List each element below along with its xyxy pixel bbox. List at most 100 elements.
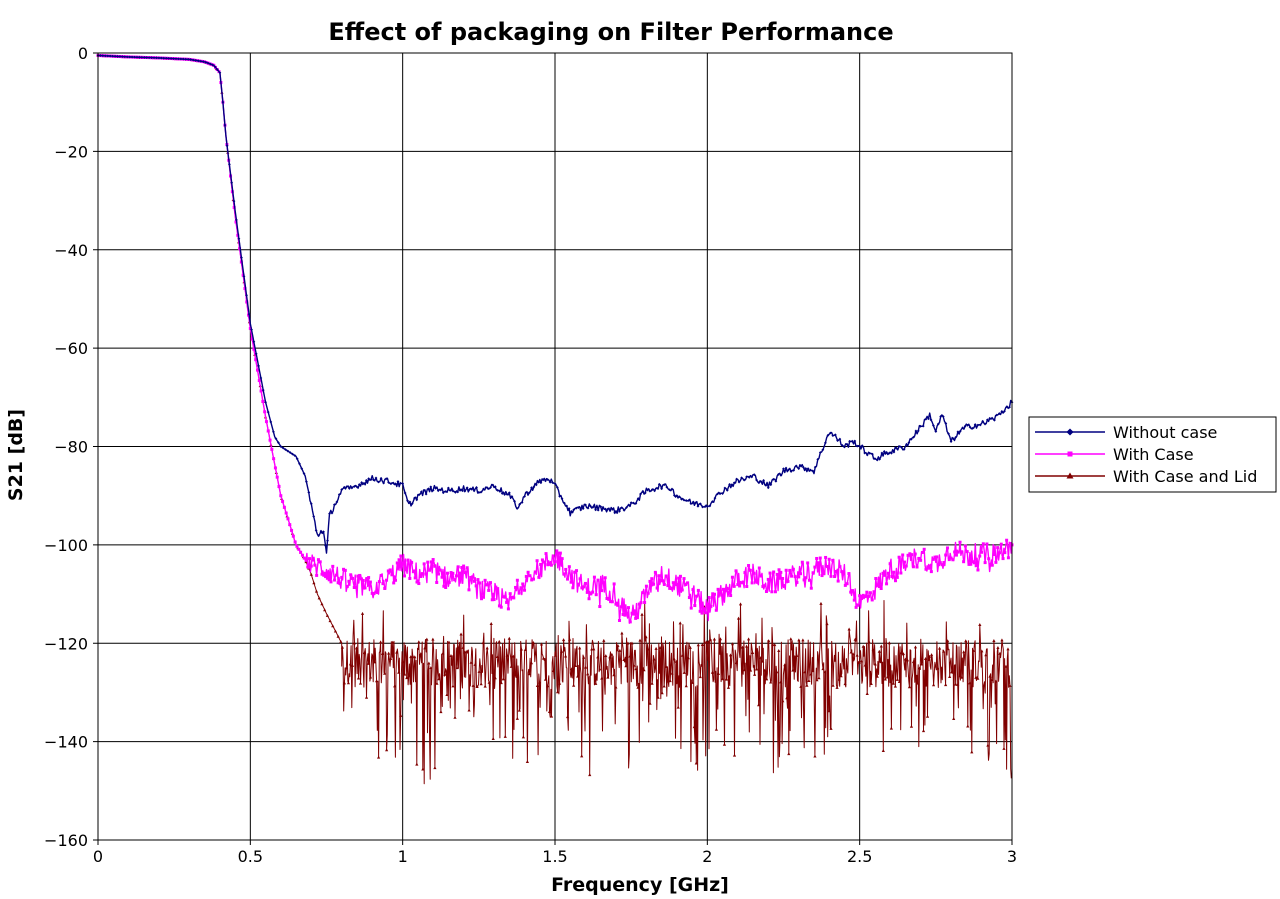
data-point xyxy=(421,767,425,771)
data-point xyxy=(882,450,886,453)
data-point xyxy=(546,478,550,482)
y-tick-label: −60 xyxy=(54,339,88,358)
data-point xyxy=(592,575,596,579)
data-point xyxy=(608,655,612,659)
data-point xyxy=(994,560,998,564)
data-point xyxy=(684,582,688,586)
data-point xyxy=(614,602,618,606)
data-point xyxy=(988,416,992,420)
data-point xyxy=(113,54,117,58)
data-point xyxy=(309,564,313,568)
data-point xyxy=(774,479,778,483)
data-point xyxy=(770,590,774,594)
data-point xyxy=(807,578,811,582)
data-point xyxy=(863,663,867,667)
data-point xyxy=(869,681,873,685)
data-point xyxy=(259,376,263,380)
data-point xyxy=(539,562,543,566)
data-point xyxy=(543,677,548,681)
data-point xyxy=(870,598,874,602)
data-point xyxy=(304,558,308,562)
data-point xyxy=(757,481,761,485)
data-point xyxy=(514,585,518,589)
data-point xyxy=(328,512,331,516)
data-point xyxy=(234,218,238,222)
data-point xyxy=(811,669,815,673)
data-point xyxy=(594,508,598,512)
data-point xyxy=(621,612,625,616)
data-point xyxy=(831,683,835,687)
data-point xyxy=(646,591,650,595)
data-point xyxy=(740,645,745,649)
data-point xyxy=(1008,541,1012,545)
data-point xyxy=(994,679,998,683)
data-point xyxy=(976,568,980,572)
data-point xyxy=(465,566,469,570)
data-point xyxy=(951,437,955,441)
data-point xyxy=(662,684,666,688)
data-point xyxy=(528,574,532,578)
data-point xyxy=(827,557,831,561)
data-point xyxy=(497,639,501,643)
data-point xyxy=(966,423,969,427)
x-tick-label: 3 xyxy=(1007,847,1017,866)
data-point xyxy=(106,54,110,58)
data-point xyxy=(634,616,638,620)
data-point xyxy=(999,542,1003,546)
data-point xyxy=(422,562,426,566)
data-point xyxy=(527,491,531,495)
data-point xyxy=(125,55,129,59)
data-point xyxy=(490,598,494,602)
data-point xyxy=(709,604,713,608)
data-point xyxy=(997,412,1001,415)
data-point xyxy=(878,457,882,461)
data-point xyxy=(609,600,613,604)
data-point xyxy=(907,441,911,445)
data-point xyxy=(438,568,442,572)
data-point xyxy=(517,708,521,712)
data-point xyxy=(368,580,372,584)
data-point xyxy=(381,582,385,586)
data-point xyxy=(342,567,346,571)
data-point xyxy=(829,726,833,730)
data-point xyxy=(795,653,799,657)
data-point xyxy=(834,569,838,573)
data-point xyxy=(345,584,349,588)
data-point xyxy=(273,466,277,470)
data-point xyxy=(456,490,460,494)
data-point xyxy=(293,540,297,544)
y-tick-label: −160 xyxy=(44,831,88,850)
data-point xyxy=(867,640,871,644)
data-point xyxy=(399,554,403,558)
data-point xyxy=(333,503,336,507)
data-point xyxy=(539,481,543,485)
data-point xyxy=(1004,664,1008,668)
data-point xyxy=(730,642,735,646)
data-point xyxy=(568,637,572,641)
data-point xyxy=(764,590,768,594)
data-point xyxy=(485,583,489,587)
data-point xyxy=(469,575,473,579)
data-point xyxy=(350,486,354,490)
data-point xyxy=(813,565,817,569)
data-point xyxy=(417,640,421,644)
data-point xyxy=(725,488,729,492)
data-point xyxy=(915,681,920,685)
data-point xyxy=(874,577,878,581)
data-point xyxy=(660,691,664,695)
data-point xyxy=(457,645,461,649)
data-point xyxy=(829,574,833,578)
data-point xyxy=(784,466,788,470)
data-point xyxy=(463,650,467,654)
data-point xyxy=(439,710,443,714)
y-axis-title: S21 [dB] xyxy=(5,409,27,501)
data-point xyxy=(451,684,455,688)
data-point xyxy=(660,487,664,491)
data-point xyxy=(483,578,487,582)
data-point xyxy=(833,658,837,662)
data-point xyxy=(949,556,953,560)
data-point xyxy=(945,546,949,550)
data-point xyxy=(291,452,294,456)
data-point xyxy=(365,577,369,581)
data-point xyxy=(391,481,395,485)
